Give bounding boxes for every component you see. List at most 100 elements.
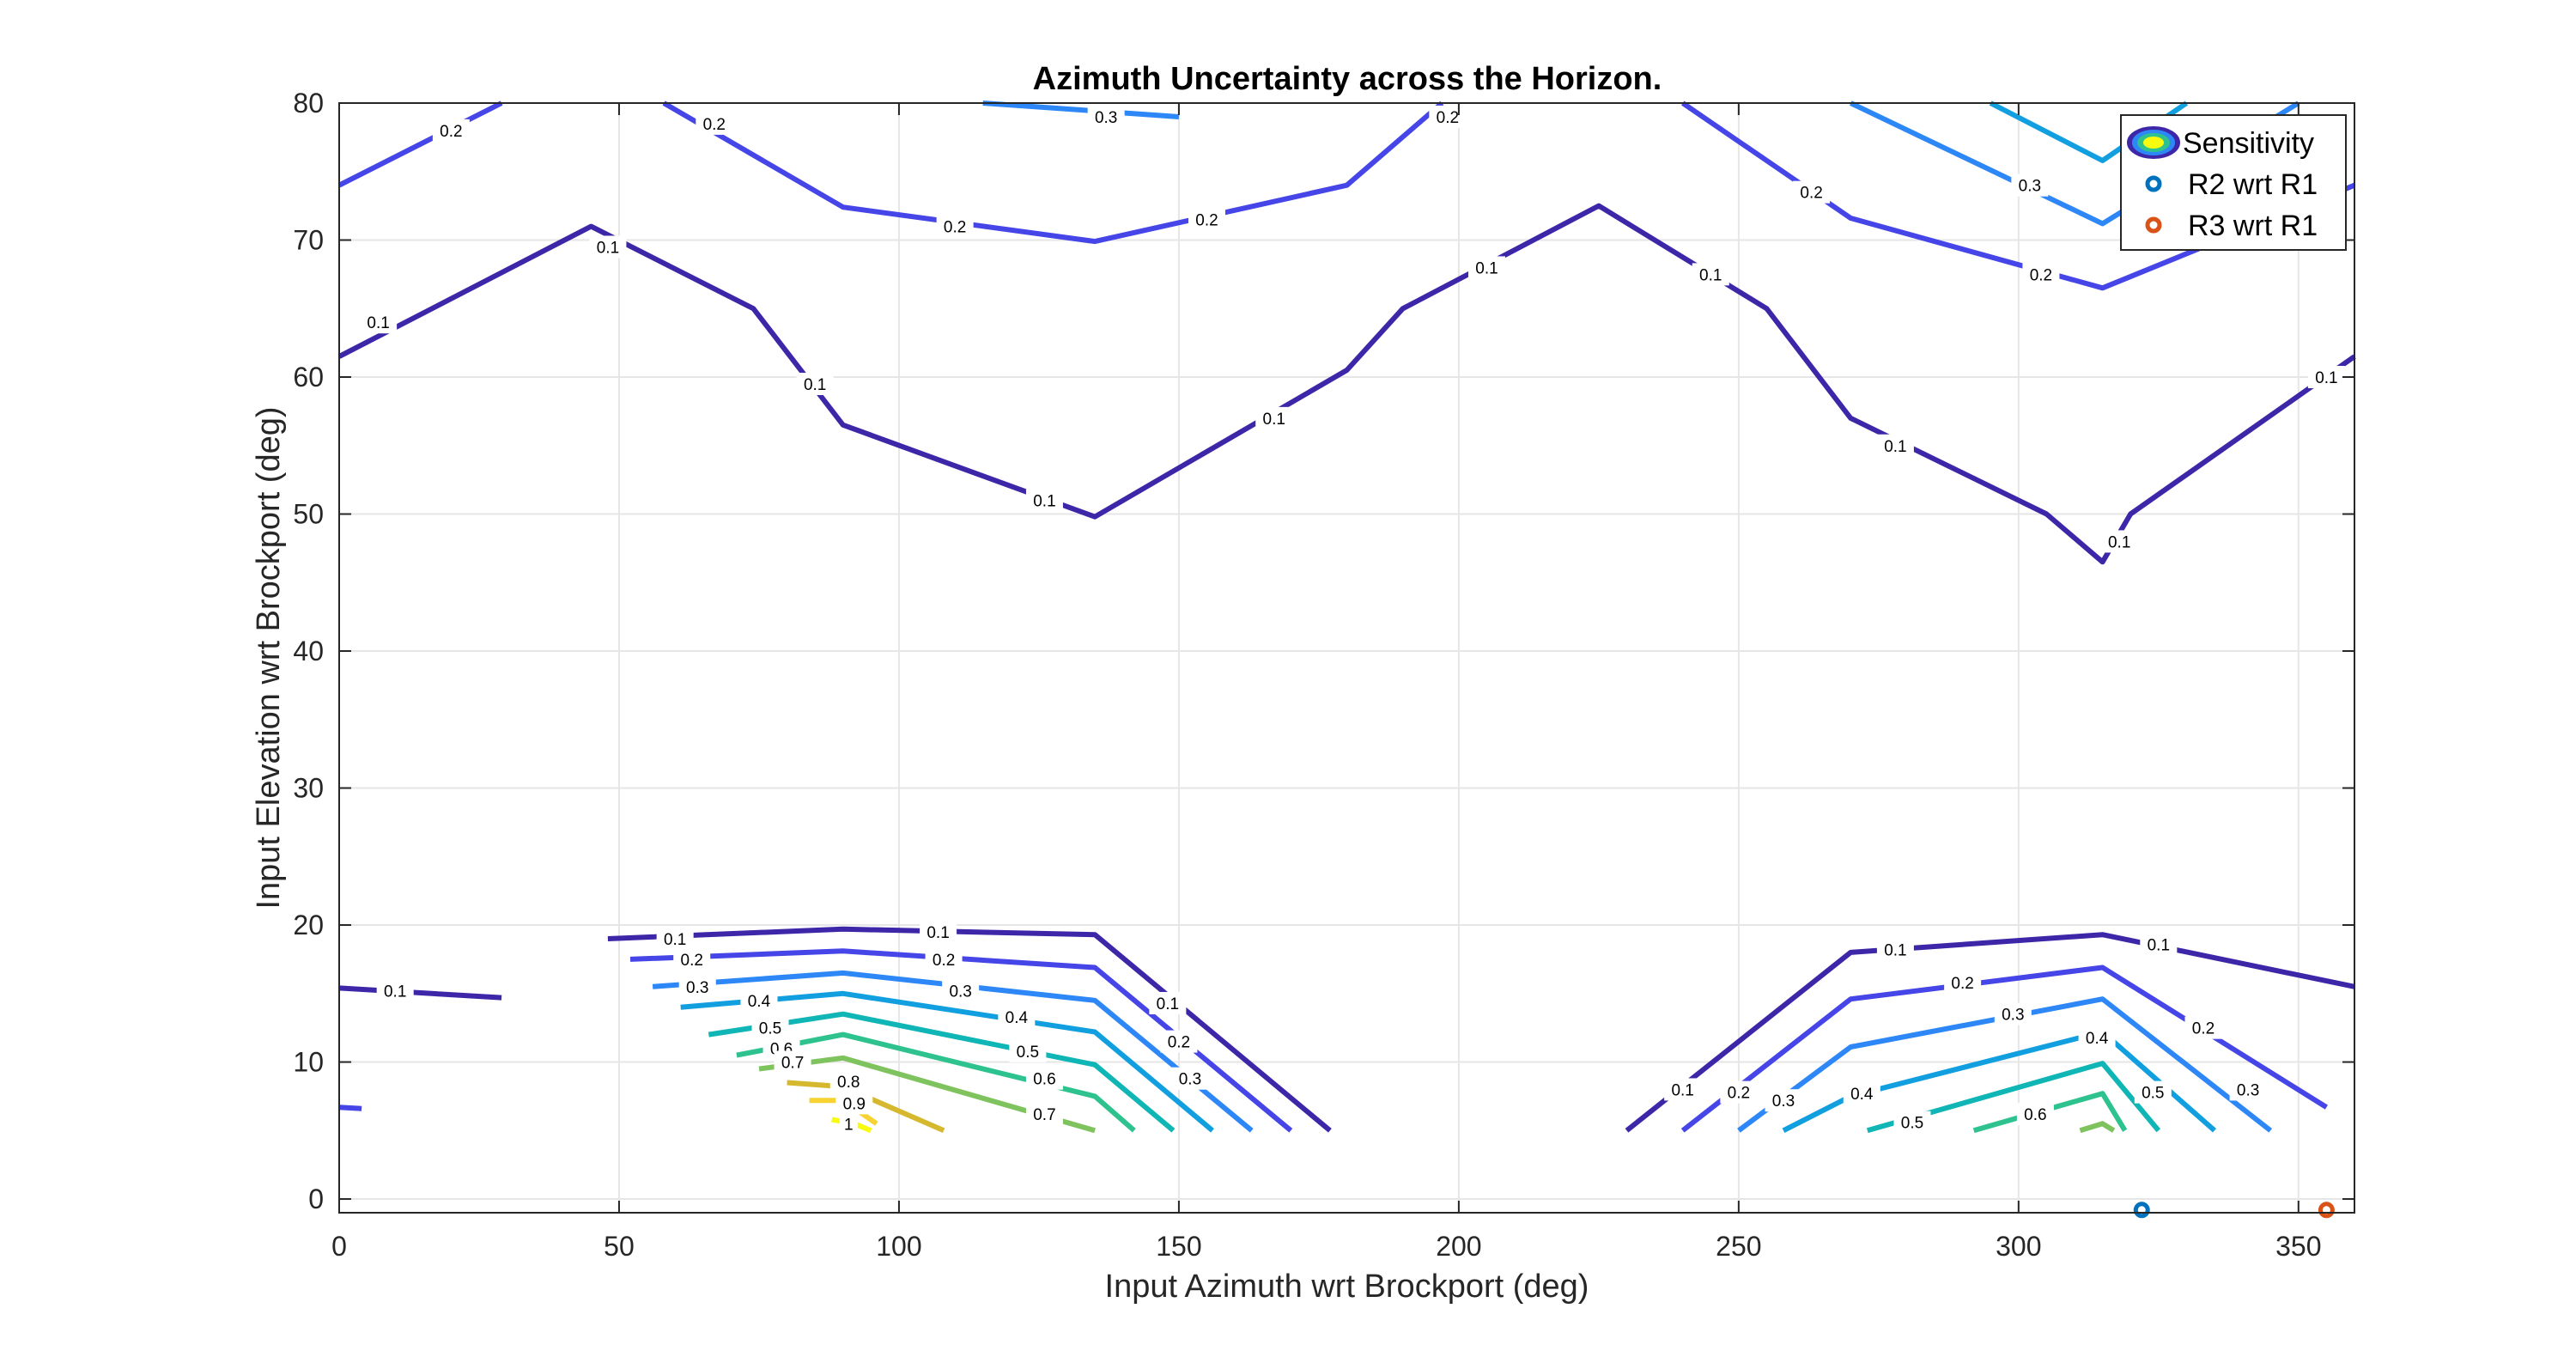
y-tick-label: 40	[293, 636, 324, 666]
axes-box	[338, 102, 2355, 1214]
contour-line-0-6	[1972, 1091, 2128, 1134]
y-axis-label: Input Elevation wrt Brockport (deg)	[251, 406, 287, 909]
contour-label: 0.1	[1884, 942, 1906, 960]
contour-label-bg	[1149, 991, 1187, 1014]
contour-label: 0.1	[1157, 995, 1179, 1013]
contour-label-bg	[673, 947, 711, 971]
point-r2-wrt-r1	[2133, 1202, 2150, 1219]
contour-label: 0.1	[1263, 411, 1285, 429]
contour-label: 0.6	[2024, 1106, 2046, 1124]
contour-label: 0.2	[681, 952, 703, 970]
contour-label-bg	[376, 979, 414, 1002]
contour-label-bg	[1025, 1067, 1063, 1090]
contour-label: 0.2	[933, 952, 955, 970]
y-tick-label: 0	[308, 1184, 324, 1214]
contour-label: 0.9	[843, 1095, 866, 1113]
contour-label: 0.3	[1179, 1071, 1201, 1089]
contour-label-bg	[589, 235, 627, 259]
contour-label: 0.6	[1033, 1071, 1055, 1089]
contour-label-bg	[1720, 1080, 1758, 1104]
contour-label-bg	[1255, 406, 1293, 429]
x-tick-label: 150	[1156, 1231, 1201, 1262]
contour-label-bg	[1876, 434, 1914, 457]
contour-line-0-2	[662, 100, 1444, 245]
contour-label-bg	[432, 119, 470, 142]
chart-title: Azimuth Uncertainty across the Horizon.	[1033, 61, 1662, 97]
contour-label: 0.1	[804, 376, 826, 394]
contour-label-bg	[1793, 180, 1831, 204]
contour-line-0-1	[1625, 932, 2355, 1133]
contour-line-0-1	[338, 985, 502, 1001]
contour-label-bg	[1944, 971, 1982, 995]
axis-ticks: 0 50 100 150 200 250 300 350 0 10 20 30 40 50 60 70 80	[293, 88, 2354, 1262]
legend-contour-swatch	[2143, 137, 2164, 149]
contour-label: 0.2	[944, 219, 966, 237]
contour-label-bg	[1876, 938, 1914, 961]
x-axis-label: Input Azimuth wrt Brockport (deg)	[1105, 1269, 1589, 1305]
contour-label-bg	[751, 1016, 789, 1039]
contour-label-bg	[839, 1112, 858, 1135]
contour-label: 0.1	[1033, 493, 1055, 511]
x-tick-label: 100	[876, 1231, 921, 1262]
contour-label: 0.4	[2086, 1030, 2109, 1048]
contour-label-bg	[678, 975, 716, 998]
contour-label: 0.3	[1772, 1092, 1795, 1111]
contour-label-bg	[1160, 1030, 1198, 1053]
contour-label: 0.2	[440, 123, 462, 141]
contour-label: 0.1	[597, 239, 619, 257]
contour-line-0-3	[1737, 996, 2273, 1133]
contour-label: 0.1	[2108, 533, 2130, 551]
y-tick-label: 60	[293, 362, 324, 393]
contour-label: 0.4	[1850, 1086, 1874, 1104]
contour-label: 0.2	[1437, 109, 1459, 127]
contour-label-bg	[1025, 489, 1063, 512]
legend-marker	[2145, 175, 2162, 192]
contour-label: 0.1	[367, 314, 389, 332]
contour-label-bg	[925, 947, 963, 971]
contour-lines	[337, 100, 2356, 1134]
contour-line-0-7	[2079, 1121, 2116, 1134]
legend-entry-label: Sensitivity	[2183, 127, 2314, 160]
y-tick-label: 50	[293, 499, 324, 530]
contour-label: 0.1	[927, 924, 949, 942]
contour-label-bg	[998, 1005, 1036, 1028]
y-tick-label: 20	[293, 910, 324, 940]
legend-marker	[2145, 216, 2162, 234]
y-tick-label: 10	[293, 1047, 324, 1078]
contour-label-bg	[1025, 1103, 1063, 1126]
contour-label: 0.1	[1699, 266, 1722, 284]
contour-label: 0.2	[1168, 1034, 1190, 1052]
contour-label-bg	[656, 927, 694, 950]
contour-label-bg	[1171, 1067, 1209, 1090]
y-tick-label: 70	[293, 225, 324, 256]
contour-label: 0.3	[686, 979, 708, 997]
contour-label-bg	[2078, 1025, 2116, 1049]
contour-label: 0.1	[2148, 936, 2170, 954]
contour-line-0-3	[982, 100, 1180, 119]
contour-label-bg	[1893, 1111, 1931, 1134]
contour-label: 0.5	[1017, 1044, 1039, 1062]
legend-entry-label: R3 wrt R1	[2188, 210, 2318, 242]
contour-label: 0.1	[1884, 438, 1906, 456]
contour-label-bg	[2307, 366, 2345, 389]
legend-entry-label: R2 wrt R1	[2188, 168, 2318, 201]
x-tick-label: 200	[1436, 1231, 1481, 1262]
contour-label-bg	[796, 372, 834, 395]
contour-label: 0.7	[781, 1055, 804, 1073]
contour-label-bg	[2140, 933, 2178, 956]
x-tick-label: 0	[331, 1231, 347, 1262]
contour-label-bg	[1429, 105, 1467, 128]
contour-label: 0.2	[1800, 185, 1822, 203]
contour-label-bg	[1188, 208, 1226, 231]
contour-label-bg	[360, 311, 398, 334]
contour-label-bg	[774, 1050, 811, 1074]
contour-label-bg	[2100, 530, 2138, 553]
contour-label: 0.3	[2002, 1007, 2024, 1025]
contour-label: 0.1	[664, 931, 686, 949]
contour-label-bg	[2229, 1078, 2267, 1101]
contour-label-bg	[1467, 256, 1505, 279]
contour-label-bg	[835, 1092, 873, 1115]
contour-label: 0.2	[703, 116, 726, 134]
contour-label: 1	[844, 1116, 854, 1134]
